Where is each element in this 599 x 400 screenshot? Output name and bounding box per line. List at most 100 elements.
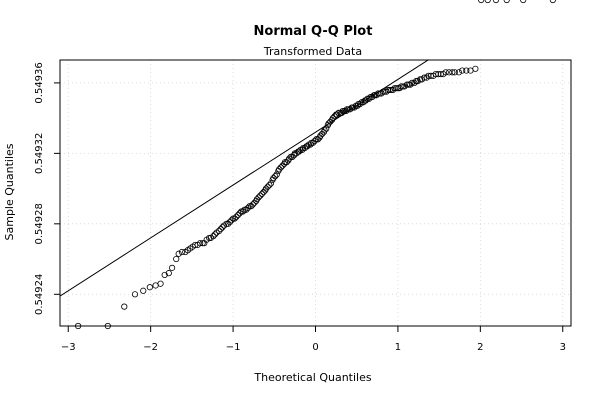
data-point bbox=[217, 226, 224, 233]
data-point bbox=[423, 74, 430, 81]
data-point bbox=[321, 127, 328, 134]
y-tick-label: 0.54932 bbox=[34, 133, 45, 174]
data-point bbox=[300, 144, 307, 152]
data-point bbox=[281, 159, 289, 166]
reference-line bbox=[60, 60, 430, 297]
data-point bbox=[435, 70, 442, 78]
data-point bbox=[335, 109, 342, 116]
data-point bbox=[210, 233, 217, 240]
data-point bbox=[317, 132, 324, 139]
data-point bbox=[484, 0, 491, 4]
data-point bbox=[206, 234, 213, 242]
data-point bbox=[449, 69, 456, 76]
data-point bbox=[407, 81, 414, 88]
data-point bbox=[244, 204, 252, 212]
chart-subtitle: Transformed Data bbox=[263, 45, 362, 58]
data-point bbox=[391, 85, 398, 92]
x-tick-label: −1 bbox=[226, 342, 241, 353]
data-point bbox=[478, 0, 485, 4]
data-point bbox=[287, 153, 294, 160]
data-point bbox=[157, 280, 164, 287]
data-point bbox=[241, 206, 248, 213]
data-point bbox=[408, 79, 416, 87]
x-tick-label: 0 bbox=[312, 342, 318, 353]
data-point bbox=[262, 185, 270, 192]
data-point bbox=[286, 155, 293, 162]
data-point bbox=[228, 217, 235, 224]
data-point bbox=[121, 303, 128, 310]
data-point bbox=[229, 215, 237, 222]
data-point bbox=[248, 203, 255, 210]
data-point bbox=[249, 201, 256, 208]
data-point bbox=[219, 224, 226, 231]
data-point bbox=[398, 83, 405, 90]
data-point bbox=[178, 248, 186, 256]
data-point bbox=[257, 192, 264, 199]
data-point bbox=[463, 67, 470, 74]
x-tick-label: −3 bbox=[61, 342, 76, 353]
x-axis: −3 −2 −1 0 1 2 3 bbox=[61, 325, 566, 353]
data-point bbox=[270, 174, 277, 182]
data-point bbox=[549, 0, 556, 4]
data-point bbox=[168, 264, 176, 271]
data-point bbox=[351, 104, 358, 111]
data-point bbox=[273, 171, 280, 178]
data-point bbox=[339, 107, 346, 115]
data-point bbox=[405, 81, 412, 88]
data-point bbox=[304, 143, 311, 150]
data-point bbox=[277, 164, 284, 171]
data-point bbox=[173, 255, 180, 263]
data-point bbox=[215, 227, 223, 234]
data-point bbox=[323, 125, 330, 132]
data-point bbox=[365, 95, 373, 102]
data-point bbox=[223, 220, 230, 227]
data-point bbox=[255, 194, 262, 201]
data-point bbox=[442, 69, 449, 76]
data-point bbox=[243, 206, 250, 213]
data-point bbox=[175, 250, 182, 257]
data-point bbox=[412, 78, 420, 85]
y-axis-label: Sample Quantiles bbox=[3, 143, 16, 240]
data-point bbox=[146, 284, 153, 291]
data-point bbox=[226, 218, 233, 226]
data-point bbox=[236, 210, 243, 217]
data-point bbox=[432, 70, 439, 78]
data-point bbox=[411, 79, 418, 87]
x-tick-label: 3 bbox=[560, 342, 566, 353]
x-tick-label: 1 bbox=[395, 342, 401, 353]
y-axis: 0.54924 0.54928 0.54932 0.54936 bbox=[34, 62, 61, 315]
data-point bbox=[258, 190, 266, 197]
data-point bbox=[417, 76, 424, 83]
y-tick-label: 0.54924 bbox=[34, 274, 45, 315]
data-point bbox=[345, 106, 352, 113]
data-point bbox=[399, 83, 406, 90]
data-point bbox=[311, 137, 318, 145]
data-point bbox=[329, 115, 336, 122]
data-point bbox=[325, 120, 332, 127]
grid bbox=[60, 60, 571, 326]
data-point bbox=[362, 97, 369, 104]
data-point bbox=[455, 69, 463, 76]
x-axis-label: Theoretical Quantiles bbox=[253, 371, 371, 384]
data-point bbox=[246, 203, 253, 210]
points bbox=[75, 0, 556, 330]
data-point bbox=[267, 180, 275, 187]
data-point bbox=[199, 240, 206, 247]
data-point bbox=[503, 0, 510, 4]
data-point bbox=[272, 173, 279, 180]
data-point bbox=[451, 69, 458, 76]
data-point bbox=[384, 86, 392, 94]
data-point bbox=[239, 208, 247, 215]
data-point bbox=[291, 150, 298, 157]
data-point bbox=[253, 196, 261, 203]
data-point bbox=[308, 139, 315, 146]
data-point bbox=[233, 213, 240, 220]
data-point bbox=[356, 100, 364, 108]
data-point bbox=[165, 270, 172, 277]
data-point bbox=[309, 139, 317, 146]
y-tick-label: 0.54936 bbox=[34, 62, 45, 103]
data-point bbox=[197, 240, 204, 247]
x-tick-label: −2 bbox=[143, 342, 158, 353]
data-point bbox=[358, 99, 365, 106]
